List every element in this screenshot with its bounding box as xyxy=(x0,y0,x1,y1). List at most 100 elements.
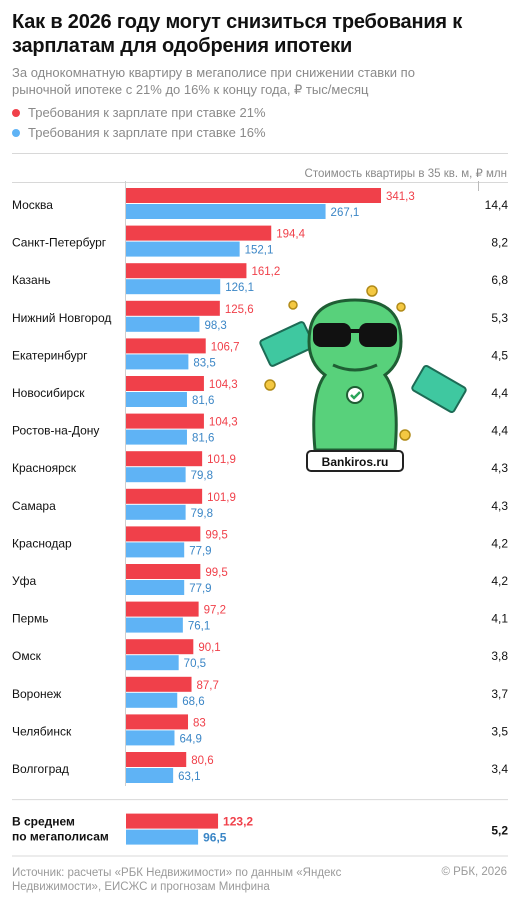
price-label: 4,4 xyxy=(491,424,508,438)
data-label-21: 101,9 xyxy=(207,492,236,504)
average-price-label: 5,2 xyxy=(491,824,508,838)
price-label: 4,3 xyxy=(491,499,508,513)
data-label-21: 90,1 xyxy=(198,642,220,654)
bar-21 xyxy=(126,752,187,767)
category-label: Москва xyxy=(12,198,53,212)
category-label: Красноярск xyxy=(12,461,77,475)
average-bar-16 xyxy=(126,829,199,845)
bar-21 xyxy=(126,225,272,241)
category-label: Санкт-Петербург xyxy=(12,236,107,250)
legend-label-21: Требования к зарплате при ставке 21% xyxy=(28,105,266,120)
data-label-16: 63,1 xyxy=(178,771,200,783)
legend-swatch-red xyxy=(12,108,20,117)
data-label-16: 77,9 xyxy=(189,545,211,557)
price-label: 4,5 xyxy=(491,348,508,362)
bar-16 xyxy=(126,504,186,520)
category-label: Воронеж xyxy=(12,687,61,701)
bar-16 xyxy=(126,542,185,558)
data-label-16: 152,1 xyxy=(245,245,274,257)
bar-21 xyxy=(126,451,203,467)
data-label-21: 83 xyxy=(193,717,206,729)
bar-21 xyxy=(126,488,203,504)
data-label-16: 77,9 xyxy=(189,583,211,595)
price-label: 4,2 xyxy=(491,536,508,550)
price-label: 6,8 xyxy=(491,273,508,287)
category-label: Нижний Новгород xyxy=(12,311,111,325)
bar-16 xyxy=(126,617,183,633)
data-label-16: 70,5 xyxy=(184,658,206,670)
average-bar-21 xyxy=(126,813,219,829)
data-label-16: 267,1 xyxy=(331,207,360,219)
average-label-line1: В среднем xyxy=(12,815,75,829)
chart-title: Как в 2026 году могут снизиться требован… xyxy=(12,11,463,57)
data-label-21: 99,5 xyxy=(205,529,227,541)
category-label: Самара xyxy=(12,499,56,513)
category-label: Екатеринбург xyxy=(12,348,88,362)
data-label-16: 83,5 xyxy=(193,357,215,369)
footer-copyright: © РБК, 2026 xyxy=(441,866,507,878)
data-label-21: 104,3 xyxy=(209,379,238,391)
bar-16 xyxy=(126,354,189,370)
bar-16 xyxy=(126,279,221,295)
category-label: Краснодар xyxy=(12,536,72,550)
data-label-21: 194,4 xyxy=(276,229,305,241)
price-column-tick xyxy=(478,181,479,191)
category-label: Волгоград xyxy=(12,762,69,776)
category-label: Челябинск xyxy=(12,724,72,738)
legend-item-16: Требования к зарплате при ставке 16% xyxy=(12,125,266,140)
bar-21 xyxy=(126,413,204,429)
price-label: 8,2 xyxy=(491,236,508,250)
coin-icon xyxy=(264,379,276,391)
coin-icon xyxy=(396,302,406,312)
divider-header xyxy=(12,182,508,183)
legend-swatch-blue xyxy=(12,128,20,137)
data-label-21: 97,2 xyxy=(204,605,226,617)
watermark-label: Bankiros.ru xyxy=(322,455,389,469)
sunglasses-icon xyxy=(313,323,351,347)
bar-16 xyxy=(126,580,185,595)
price-label: 5,3 xyxy=(491,311,508,325)
price-label: 4,4 xyxy=(491,386,508,400)
data-label-21: 341,3 xyxy=(386,191,415,203)
bar-21 xyxy=(126,601,199,617)
bar-21 xyxy=(126,639,194,655)
bar-21 xyxy=(126,188,381,203)
money-bill-icon-left xyxy=(259,321,315,367)
money-bill-icon-right xyxy=(411,364,467,414)
data-label-21: 101,9 xyxy=(207,454,236,466)
data-label-21: 80,6 xyxy=(191,755,213,767)
bar-16 xyxy=(126,730,175,746)
frog-mascot-watermark: Bankiros.ru xyxy=(259,285,467,472)
data-label-16: 81,6 xyxy=(192,433,214,445)
category-label: Омск xyxy=(12,649,42,663)
data-label-16: 64,9 xyxy=(179,733,201,745)
price-label: 4,2 xyxy=(491,574,508,588)
bar-21 xyxy=(126,714,189,730)
coin-icon xyxy=(366,285,378,297)
bar-21 xyxy=(126,338,206,354)
bar-21 xyxy=(126,376,204,391)
data-label-21: 161,2 xyxy=(251,266,280,278)
category-label: Пермь xyxy=(12,612,48,626)
category-label: Казань xyxy=(12,273,51,287)
bar-21 xyxy=(126,300,220,316)
data-label-16: 81,6 xyxy=(192,395,214,407)
bar-21 xyxy=(126,526,201,542)
data-label-21: 106,7 xyxy=(211,341,240,353)
bar-16 xyxy=(126,467,186,483)
footer-source: Источник: расчеты «РБК Недвижимости» по … xyxy=(12,867,342,893)
bar-16 xyxy=(126,692,178,708)
price-label: 3,7 xyxy=(491,687,508,701)
bar-16 xyxy=(126,392,187,407)
data-label-21: 125,6 xyxy=(225,304,254,316)
data-label-16: 79,8 xyxy=(191,470,213,482)
average-label-line2: по мегаполисам xyxy=(12,830,109,844)
data-label-21: 87,7 xyxy=(197,680,219,692)
data-label-16: 68,6 xyxy=(182,696,204,708)
chart-axis-line xyxy=(125,181,126,786)
data-label-21: 104,3 xyxy=(209,417,238,429)
bar-16 xyxy=(126,316,200,332)
checkmark-badge-icon xyxy=(346,386,364,404)
average-data-label-16: 96,5 xyxy=(203,831,227,845)
